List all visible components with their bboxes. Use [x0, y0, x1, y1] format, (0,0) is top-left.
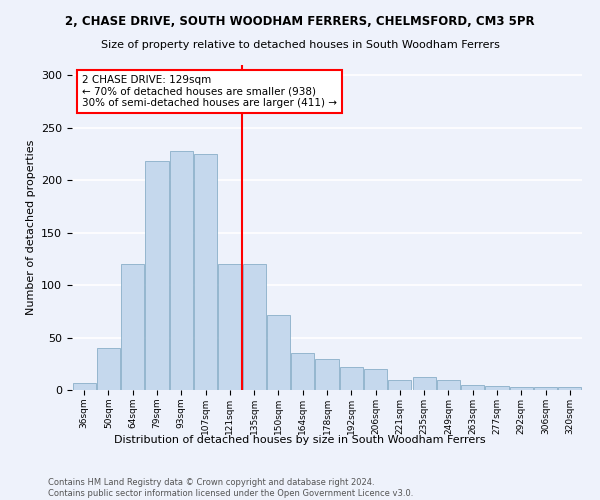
- Bar: [97, 348, 120, 390]
- Text: Distribution of detached houses by size in South Woodham Ferrers: Distribution of detached houses by size …: [114, 435, 486, 445]
- Bar: [340, 367, 363, 390]
- Bar: [291, 354, 314, 390]
- Bar: [364, 369, 387, 390]
- Bar: [218, 264, 241, 390]
- Bar: [145, 162, 169, 390]
- Bar: [170, 151, 193, 390]
- Bar: [73, 382, 95, 390]
- Y-axis label: Number of detached properties: Number of detached properties: [26, 140, 35, 315]
- Bar: [267, 314, 290, 390]
- Text: 2, CHASE DRIVE, SOUTH WOODHAM FERRERS, CHELMSFORD, CM3 5PR: 2, CHASE DRIVE, SOUTH WOODHAM FERRERS, C…: [65, 15, 535, 28]
- Text: Size of property relative to detached houses in South Woodham Ferrers: Size of property relative to detached ho…: [101, 40, 499, 50]
- Bar: [437, 380, 460, 390]
- Bar: [194, 154, 217, 390]
- Bar: [316, 358, 338, 390]
- Bar: [461, 385, 484, 390]
- Bar: [242, 264, 266, 390]
- Text: 2 CHASE DRIVE: 129sqm
← 70% of detached houses are smaller (938)
30% of semi-det: 2 CHASE DRIVE: 129sqm ← 70% of detached …: [82, 74, 337, 108]
- Bar: [413, 378, 436, 390]
- Bar: [559, 387, 581, 390]
- Text: Contains HM Land Registry data © Crown copyright and database right 2024.
Contai: Contains HM Land Registry data © Crown c…: [48, 478, 413, 498]
- Bar: [121, 264, 144, 390]
- Bar: [510, 387, 533, 390]
- Bar: [388, 380, 412, 390]
- Bar: [485, 386, 509, 390]
- Bar: [534, 387, 557, 390]
